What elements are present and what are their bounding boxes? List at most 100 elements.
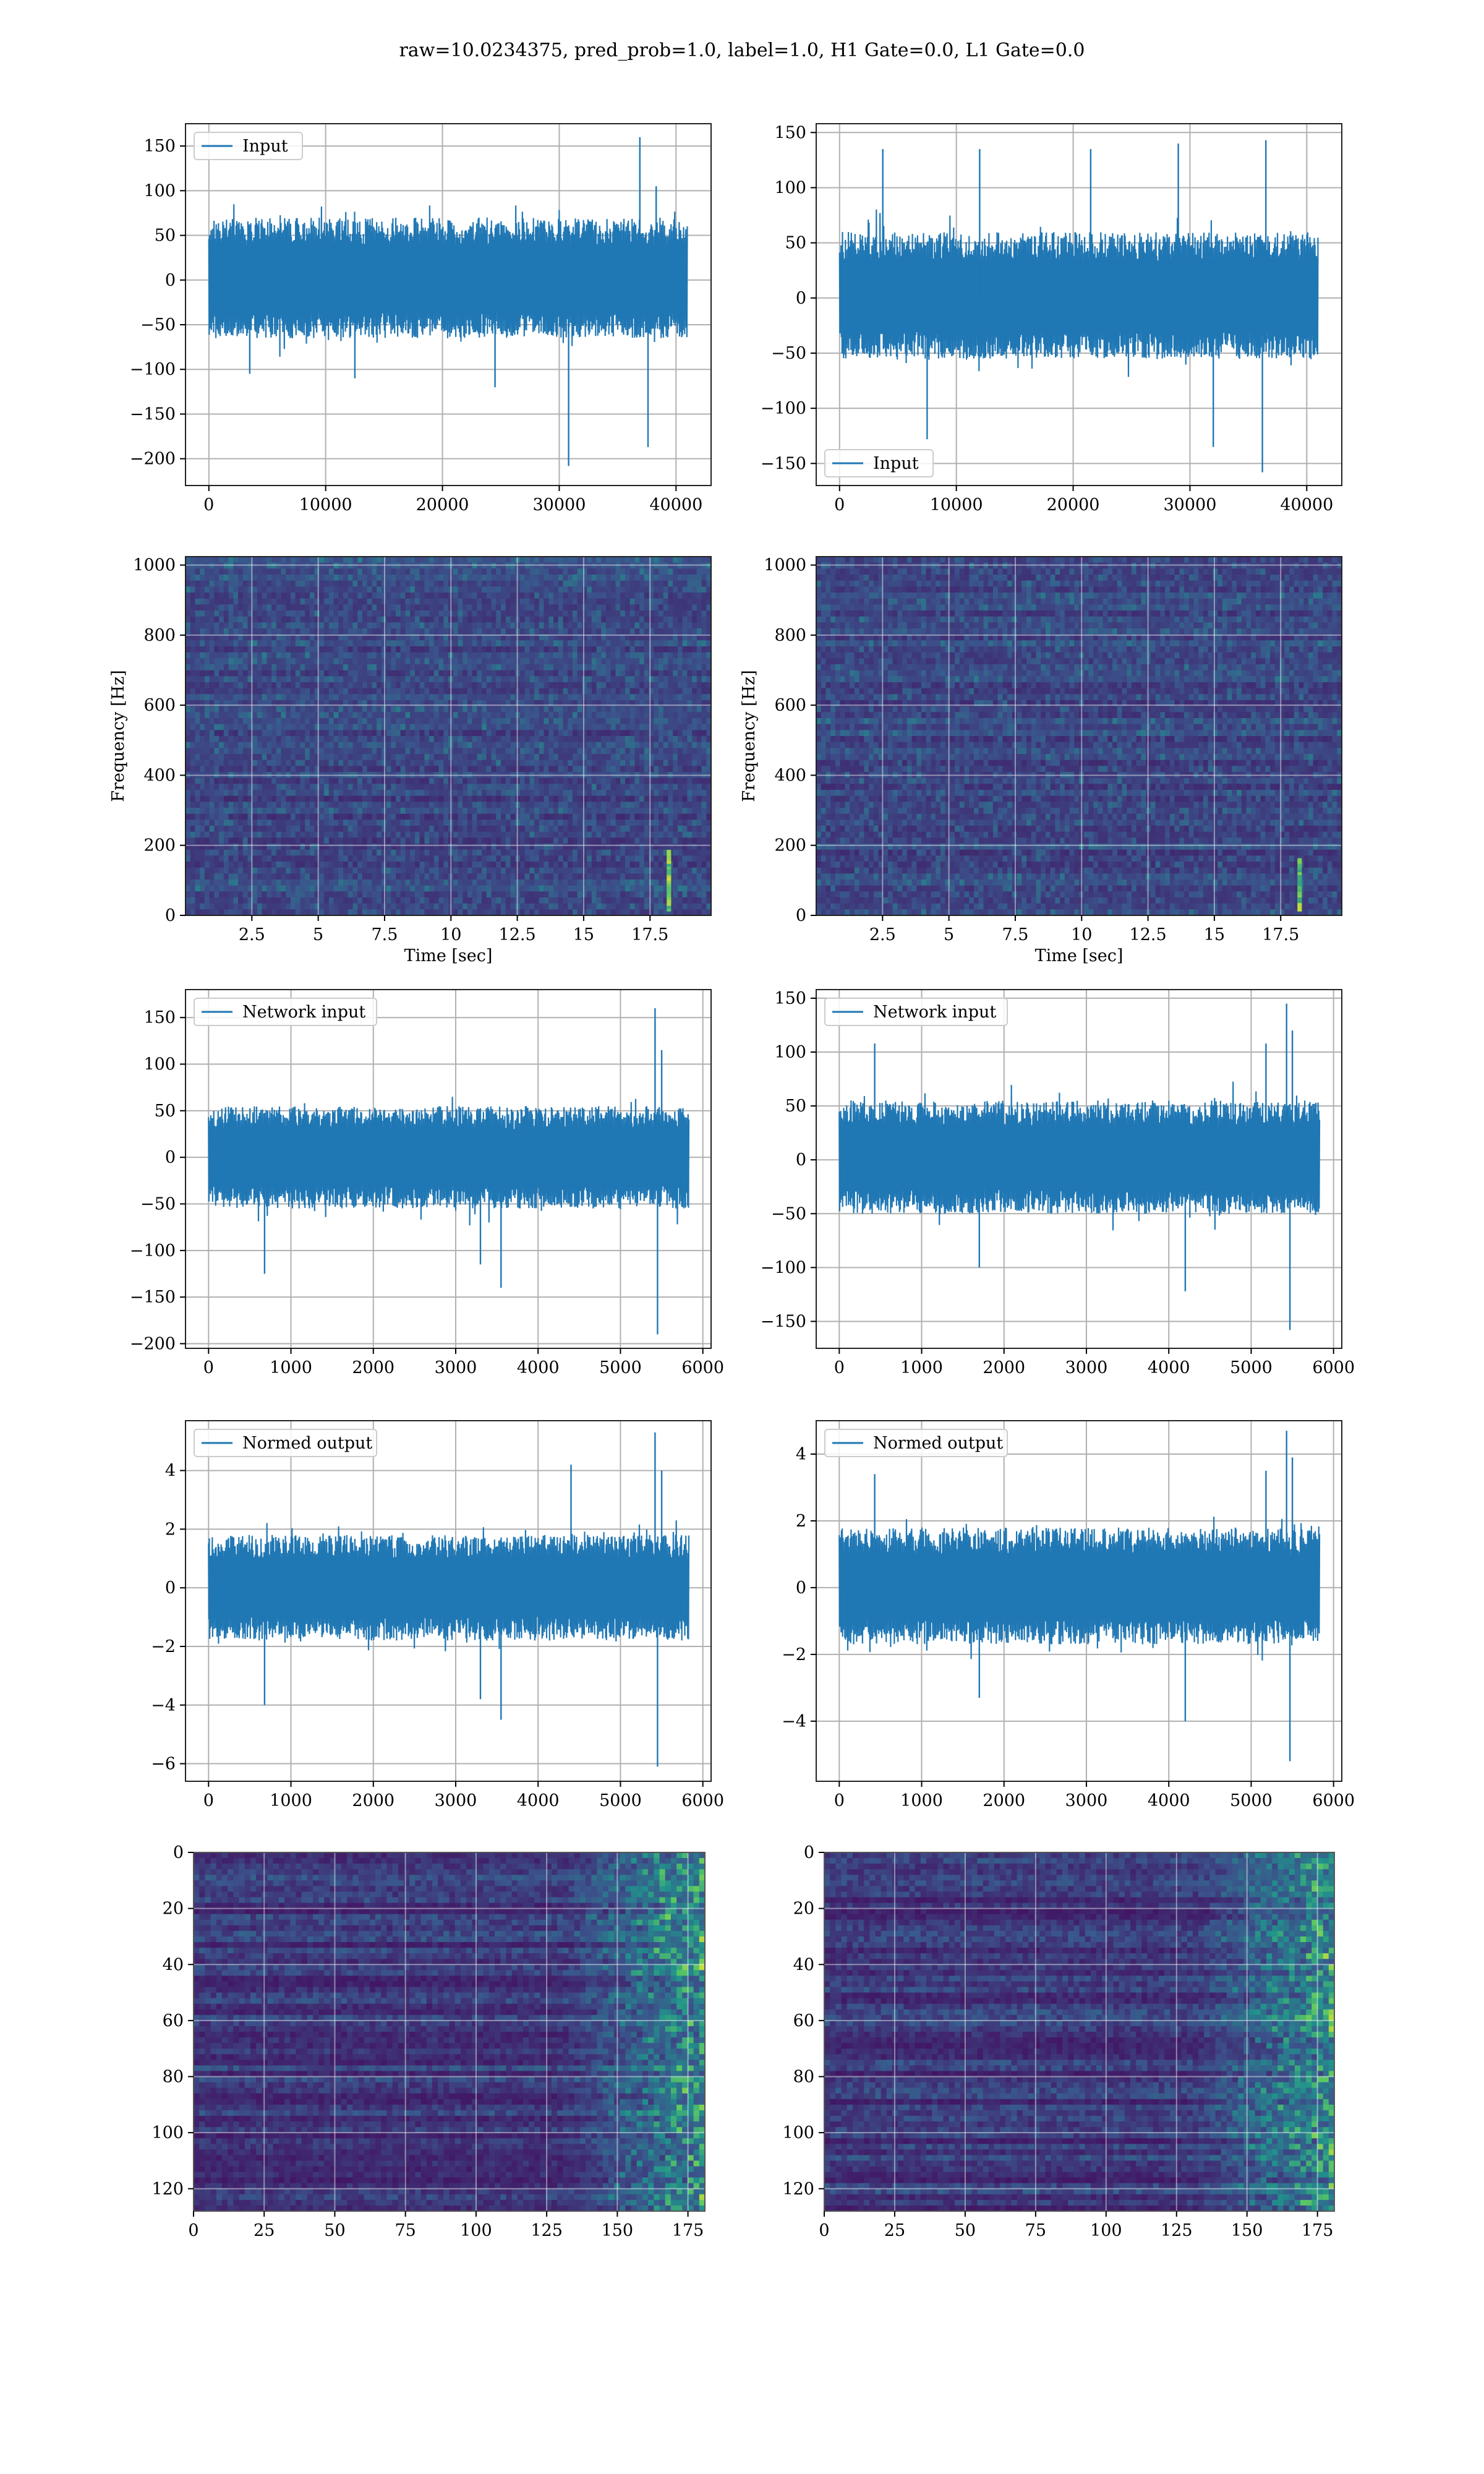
spectrogram-h1-cell (228, 813, 234, 820)
spectrogram-h1-cell (233, 790, 239, 797)
spectrogram-h1-cell (433, 808, 440, 815)
spectrogram-h1-cell (568, 795, 573, 802)
spectrogram-h1-cell (568, 772, 573, 779)
spectrogram-h1-cell (696, 718, 702, 725)
spectrogram-h1-cell (328, 622, 335, 629)
spectrogram-h1-cell (682, 706, 688, 713)
spectrogram-h1-cell (257, 688, 263, 695)
spectrogram-h1-cell (357, 610, 363, 617)
spectrogram-h1-cell (333, 748, 339, 755)
spectrogram-h1-cell (663, 562, 668, 569)
spectrogram-h1-cell (448, 694, 454, 701)
spectrogram-h1-cell (438, 706, 444, 713)
spectrogram-h1-cell (352, 784, 358, 790)
spectrogram-h1-cell (501, 586, 506, 593)
spectrogram-h1-cell (563, 754, 568, 761)
spectrogram-h1-cell (396, 688, 401, 695)
spectrogram-h1-cell (291, 676, 296, 683)
spectrogram-h1-cell (186, 808, 191, 815)
spectrogram-h1-cell (659, 610, 664, 617)
spectrogram-h1-cell (601, 616, 607, 623)
spectrogram-h1-cell (377, 736, 382, 743)
spectrogram-h1-cell (659, 795, 664, 802)
spectrogram-h1-cell (677, 646, 683, 653)
spectrogram-h1-cell (204, 820, 210, 826)
spectrogram-h1-cell (639, 658, 645, 665)
spectrogram-h1-cell (625, 748, 631, 755)
spectrogram-h1-cell (596, 652, 602, 659)
spectrogram-h1-cell (453, 622, 458, 629)
spectrogram-h1-cell (219, 694, 224, 701)
spectrogram-h1-cell (682, 658, 688, 665)
spectrogram-h1-cell (634, 694, 640, 701)
spectrogram-h1-cell (634, 658, 640, 665)
spectrogram-h1-cell (544, 748, 549, 755)
spectrogram-h1-cell (238, 724, 244, 730)
spectrogram-h1-cell (696, 748, 702, 755)
spectrogram-h1-cell (682, 813, 688, 820)
spectrogram-h1-cell (582, 754, 587, 761)
spectrogram-h1-cell (558, 622, 563, 629)
spectrogram-h1-cell (463, 772, 468, 779)
spectrogram-h1-cell (443, 802, 449, 808)
spectrogram-h1-cell (677, 628, 683, 635)
spectrogram-h1-cell (659, 777, 664, 784)
spectrogram-h1-cell (286, 730, 291, 737)
spectrogram-h1-cell (596, 766, 602, 773)
spectrogram-h1-cell (209, 562, 215, 569)
spectrogram-h1-cell (706, 676, 711, 683)
spectrogram-h1-cell (687, 670, 693, 677)
spectrogram-h1-cell (548, 694, 554, 701)
spectrogram-h1-cell (529, 808, 535, 815)
spectrogram-h1-cell (634, 646, 640, 653)
spectrogram-h1-cell (190, 575, 195, 581)
spectrogram-h1-cell (300, 676, 305, 683)
spectrogram-h1-cell (548, 622, 554, 629)
spectrogram-h1-cell (692, 766, 697, 773)
spectrogram-h1-cell (386, 754, 391, 761)
spectrogram-h1-cell (692, 772, 697, 779)
spectrogram-h1-cell (328, 795, 335, 802)
spectrogram-h1-cell (367, 754, 372, 761)
spectrogram-h1-cell (453, 682, 458, 689)
spectrogram-h1-cell (486, 562, 492, 569)
spectrogram-h1-cell (654, 724, 659, 730)
spectrogram-h1-cell (491, 802, 497, 808)
spectrogram-h1-cell (524, 808, 530, 815)
spectrogram-h1-cell (400, 742, 406, 748)
spectrogram-h1-cell (352, 580, 358, 587)
spectrogram-h1-cell (510, 712, 516, 719)
spectrogram-h1-cell (305, 802, 310, 808)
spectrogram-h1-cell (510, 694, 516, 701)
spectrogram-h1-cell (362, 772, 368, 779)
spectrogram-h1-cell (448, 808, 454, 815)
spectrogram-h1-cell (496, 646, 501, 653)
spectrogram-h1-cell (496, 813, 501, 820)
spectrogram-h1-cell (271, 652, 277, 659)
spectrogram-h1-cell (558, 742, 563, 748)
spectrogram-h1-cell (372, 646, 377, 653)
spectrogram-h1-cell (548, 754, 554, 761)
spectrogram-h1-cell (687, 760, 693, 766)
spectrogram-h1-cell (524, 658, 530, 665)
spectrogram-h1-cell (381, 706, 387, 713)
spectrogram-h1-cell (419, 694, 425, 701)
spectrogram-h1-cell (639, 748, 645, 755)
spectrogram-h1-cell (410, 598, 416, 605)
spectrogram-h1-cell (539, 730, 545, 737)
spectrogram-h1-cell (377, 622, 382, 629)
spectrogram-h1-cell (367, 694, 372, 701)
spectrogram-h1-cell (319, 802, 325, 808)
spectrogram-h1-cell (668, 586, 673, 593)
spectrogram-h1-cell (448, 790, 454, 797)
spectrogram-h1-cell (582, 718, 587, 725)
spectrogram-h1-cell (410, 730, 416, 737)
spectrogram-h1-cell (515, 586, 521, 593)
spectrogram-h1-cell (501, 688, 506, 695)
spectrogram-h1-cell (529, 628, 535, 635)
spectrogram-h1-cell (429, 712, 435, 719)
spectrogram-h1-cell (477, 754, 482, 761)
spectrogram-h1-cell (524, 670, 530, 677)
spectrogram-h1-cell (352, 634, 358, 641)
spectrogram-h1-cell (539, 802, 545, 808)
